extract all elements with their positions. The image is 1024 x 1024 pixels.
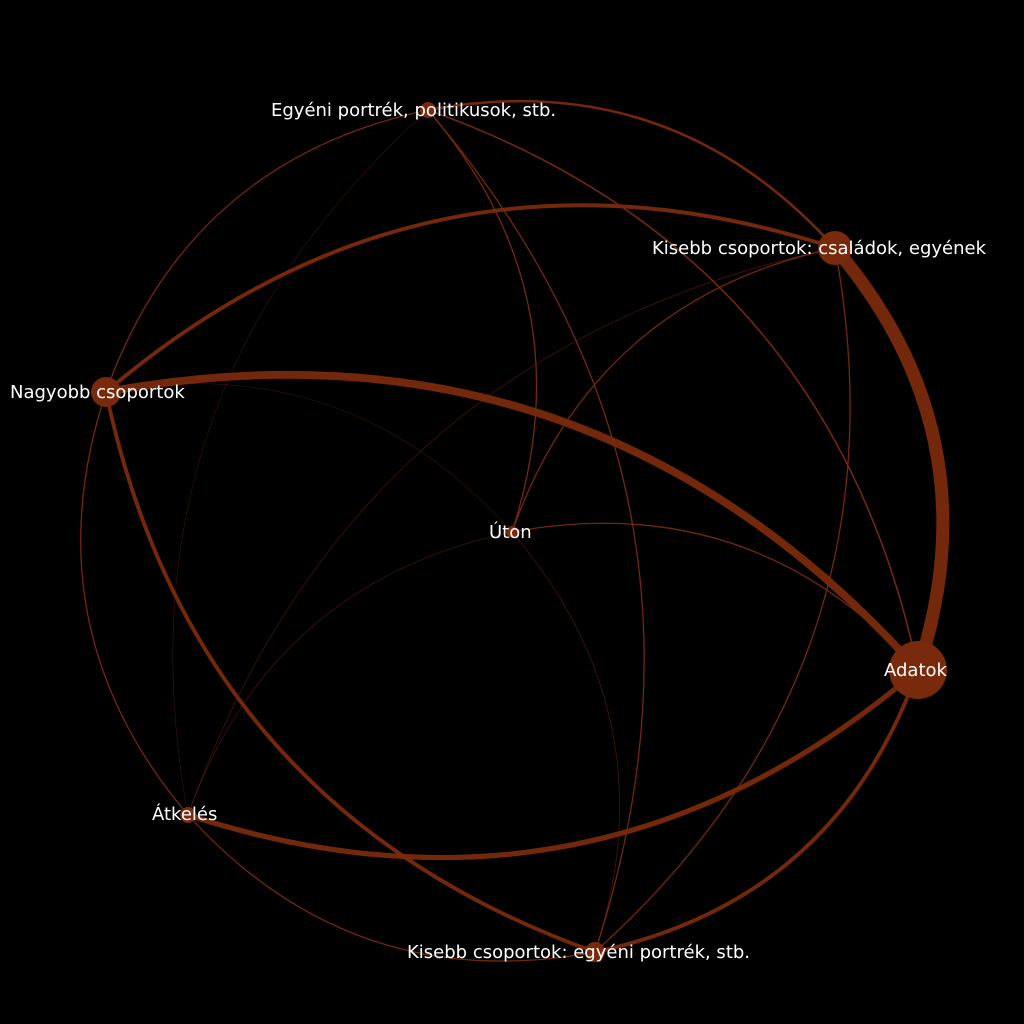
node-egyeni[interactable]: [420, 102, 436, 118]
edge-egyeni-atkeles: [172, 109, 429, 816]
node-nagyobb[interactable]: [91, 377, 121, 407]
edge-kisebb_csal-uton: [511, 247, 836, 533]
edge-egyeni-adatok: [427, 109, 919, 671]
nodes-layer: [91, 102, 947, 962]
edge-atkeles-kisebb_egy: [187, 814, 596, 962]
node-adatok[interactable]: [889, 641, 947, 699]
edge-atkeles-adatok: [185, 667, 921, 861]
edge-kisebb_csal-adatok: [828, 241, 950, 677]
edge-kisebb_csal-kisebb_egy: [594, 247, 851, 953]
node-label-atkeles: Átkelés: [152, 803, 217, 825]
node-label-nagyobb: Nagyobb csoportok: [10, 382, 185, 403]
edge-nagyobb-uton: [105, 383, 513, 533]
node-label-uton: Úton: [489, 521, 532, 543]
edges-layer: [80, 99, 950, 962]
edge-egyeni-kisebb_egy: [427, 109, 645, 953]
node-kisebb_csal[interactable]: [818, 231, 852, 265]
edge-egyeni-uton: [427, 109, 537, 533]
edge-nagyobb-adatok: [102, 370, 922, 674]
edge-kisebb_csal-atkeles: [187, 247, 836, 816]
edge-nagyobb-kisebb_egy: [104, 390, 597, 954]
node-label-kisebb_csal: Kisebb csoportok: családok, egyének: [652, 238, 987, 259]
node-label-egyeni: Egyéni portrék, politikusok, stb.: [271, 100, 556, 121]
edge-nagyobb-atkeles: [80, 391, 189, 816]
node-label-adatok: Adatok: [884, 660, 948, 681]
edge-uton-adatok: [511, 522, 919, 671]
edge-kisebb_csal-nagyobb: [105, 204, 836, 393]
node-kisebb_egy[interactable]: [585, 942, 605, 962]
edge-egyeni-nagyobb: [105, 109, 429, 393]
node-atkeles[interactable]: [180, 807, 196, 823]
node-label-kisebb_egy: Kisebb csoportok: egyéni portrék, stb.: [407, 942, 750, 963]
labels-layer: Egyéni portrék, politikusok, stb. Kisebb …: [10, 100, 987, 963]
edge-uton-atkeles: [187, 531, 513, 816]
edge-uton-kisebb_egy: [511, 531, 621, 953]
node-uton[interactable]: [506, 526, 518, 538]
edge-adatok-kisebb_egy: [593, 668, 920, 954]
edge-egyeni-kisebb_csal: [426, 99, 837, 250]
